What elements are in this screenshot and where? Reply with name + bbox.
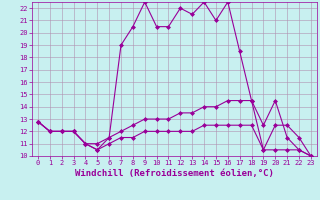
X-axis label: Windchill (Refroidissement éolien,°C): Windchill (Refroidissement éolien,°C): [75, 169, 274, 178]
